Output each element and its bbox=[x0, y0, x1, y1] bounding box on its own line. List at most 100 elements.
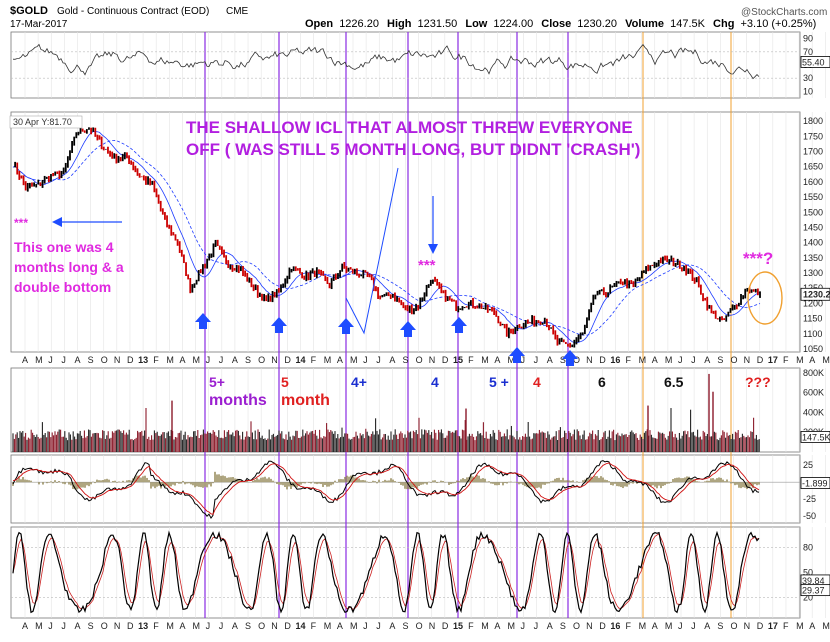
x-tick-label: 16 bbox=[610, 355, 620, 365]
x-tick-label: O bbox=[416, 355, 423, 365]
left-note-2: months long & a bbox=[14, 259, 124, 275]
x-tick-label: A bbox=[494, 621, 500, 631]
x-tick-label: M bbox=[639, 355, 647, 365]
x-tick-label: M bbox=[35, 621, 43, 631]
x-tick-label: M bbox=[639, 621, 647, 631]
x-tick-label: A bbox=[337, 355, 343, 365]
x-tick-label: S bbox=[245, 621, 251, 631]
chg-value: +3.10 (+0.25%) bbox=[740, 18, 816, 30]
price-last-box bbox=[800, 287, 830, 301]
annotation-title-2: OFF ( WAS STILL 5 MONTH LONG, BUT DIDNT … bbox=[186, 140, 640, 159]
rsi-y-tick: 70 bbox=[803, 47, 813, 57]
rsi-last-label: 55.40 bbox=[802, 57, 825, 67]
x-tick-label: J bbox=[521, 355, 526, 365]
rsi-y-tick: 10 bbox=[803, 86, 813, 96]
x-tick-label: D bbox=[599, 621, 606, 631]
x-tick-label: M bbox=[665, 621, 673, 631]
cycle-label: 4+ bbox=[351, 374, 367, 390]
x-tick-label: D bbox=[757, 355, 764, 365]
x-tick-label: J bbox=[219, 621, 224, 631]
x-tick-label: N bbox=[586, 355, 593, 365]
x-tick-label: S bbox=[88, 355, 94, 365]
x-tick-label: J bbox=[48, 621, 53, 631]
x-tick-label: D bbox=[127, 621, 134, 631]
price-y-tick: 1450 bbox=[803, 222, 823, 232]
x-tick-label: S bbox=[402, 355, 408, 365]
cycle-labels: 5+ months 5 month 4+ 4 5 + 4 6 6.5??? bbox=[209, 374, 771, 409]
rsi-panel bbox=[11, 43, 800, 80]
x-tick-label: A bbox=[232, 355, 238, 365]
price-y-tick: 1800 bbox=[803, 116, 823, 126]
annotation-shapes bbox=[52, 167, 783, 366]
x-tick-label: A bbox=[809, 355, 815, 365]
x-tick-label: A bbox=[22, 355, 28, 365]
stoch-y-tick: 50 bbox=[803, 568, 813, 578]
x-tick-label: O bbox=[258, 355, 265, 365]
price-y-tick: 1650 bbox=[803, 162, 823, 172]
macd-y-tick: 25 bbox=[803, 460, 813, 470]
x-tick-label: M bbox=[796, 621, 804, 631]
x-tick-label: J bbox=[363, 355, 368, 365]
x-tick-label: N bbox=[586, 621, 593, 631]
x-tick-label: A bbox=[389, 621, 395, 631]
exchange-text: CME bbox=[226, 6, 249, 17]
x-tick-label: 14 bbox=[296, 355, 306, 365]
x-tick-label: A bbox=[389, 355, 395, 365]
x-tick-label: N bbox=[114, 621, 121, 631]
down-arrow-head bbox=[428, 244, 438, 254]
x-tick-label: D bbox=[127, 355, 134, 365]
x-tick-label: N bbox=[429, 355, 436, 365]
x-tick-label: A bbox=[652, 355, 658, 365]
x-tick-label: A bbox=[704, 355, 710, 365]
cycle-label: 5 bbox=[281, 374, 289, 390]
x-tick-label: F bbox=[468, 621, 474, 631]
x-tick-label: M bbox=[481, 621, 489, 631]
x-tick-label: M bbox=[481, 355, 489, 365]
price-panel bbox=[12, 127, 761, 348]
x-tick-label: M bbox=[35, 355, 43, 365]
stoch-y-tick: 80 bbox=[803, 543, 813, 553]
price-y-tick: 1700 bbox=[803, 146, 823, 156]
x-tick-label: A bbox=[704, 621, 710, 631]
cycle-label: 6.5 bbox=[664, 374, 684, 390]
x-tick-label: J bbox=[534, 355, 539, 365]
x-tick-label: S bbox=[560, 621, 566, 631]
x-tick-label: A bbox=[74, 355, 80, 365]
x-tick-label: M bbox=[166, 621, 174, 631]
x-tick-label: O bbox=[730, 621, 737, 631]
x-tick-label: J bbox=[534, 621, 539, 631]
x-tick-label: J bbox=[691, 621, 696, 631]
x-tick-label: J bbox=[219, 355, 224, 365]
x-tick-label: A bbox=[652, 621, 658, 631]
x-tick-label: J bbox=[48, 355, 53, 365]
right-stars: ***? bbox=[743, 249, 773, 268]
ohlc-line: Open 1226.20 High 1231.50 Low 1224.00 Cl… bbox=[305, 18, 816, 30]
x-tick-label: O bbox=[101, 621, 108, 631]
x-tick-label: J bbox=[206, 621, 211, 631]
high-value: 1231.50 bbox=[418, 18, 458, 30]
low-value: 1224.00 bbox=[493, 18, 533, 30]
cycle-low-arrow bbox=[400, 321, 416, 337]
cycle-low-arrow bbox=[562, 350, 578, 366]
rsi-y-tick: 30 bbox=[803, 73, 813, 83]
x-tick-label: A bbox=[74, 621, 80, 631]
x-tick-label: 17 bbox=[768, 355, 778, 365]
x-tick-label: O bbox=[573, 621, 580, 631]
x-tick-label: F bbox=[311, 621, 317, 631]
price-y-tick: 1600 bbox=[803, 177, 823, 187]
x-tick-label: N bbox=[429, 621, 436, 631]
x-tick-label: M bbox=[665, 355, 673, 365]
y-axes: 1800 1750 1700 1650 1600 1550 1500 1450 1400 1350… bbox=[800, 34, 830, 602]
volume-last-label: 147.5K bbox=[802, 432, 830, 442]
x-tick-label: F bbox=[783, 355, 789, 365]
icl-pointer-line bbox=[345, 167, 399, 335]
x-tick-label: D bbox=[284, 621, 291, 631]
cycle-label: 5 + bbox=[489, 374, 509, 390]
rsi-last-box bbox=[800, 56, 830, 68]
macd-signal-line bbox=[12, 462, 760, 515]
x-tick-label: A bbox=[337, 621, 343, 631]
x-tick-label: F bbox=[468, 355, 474, 365]
left-arrow-head bbox=[52, 217, 62, 227]
